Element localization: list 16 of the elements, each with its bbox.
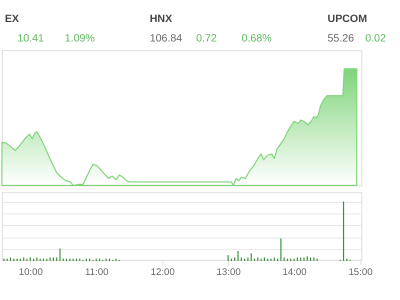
x-tick-label: 10:00: [18, 266, 43, 278]
x-tick-label: 13:00: [216, 266, 241, 278]
x-tick-label: 12:00: [150, 266, 175, 278]
x-tick-label: 15:00: [348, 266, 373, 278]
text: HNX: [150, 13, 172, 26]
x-tick-label: 11:00: [84, 266, 108, 278]
text: 1.09%: [64, 32, 96, 44]
x-tick-label: 14:00: [282, 266, 307, 278]
text: 55.26: [328, 32, 354, 44]
text: EX: [4, 13, 19, 26]
text: 10.41: [17, 32, 44, 44]
text: 0.72: [196, 32, 217, 44]
text: 0.02: [365, 32, 386, 44]
text: UPCOM: [328, 13, 368, 26]
text: 106.84: [150, 32, 182, 44]
text: 0.68%: [242, 32, 272, 44]
